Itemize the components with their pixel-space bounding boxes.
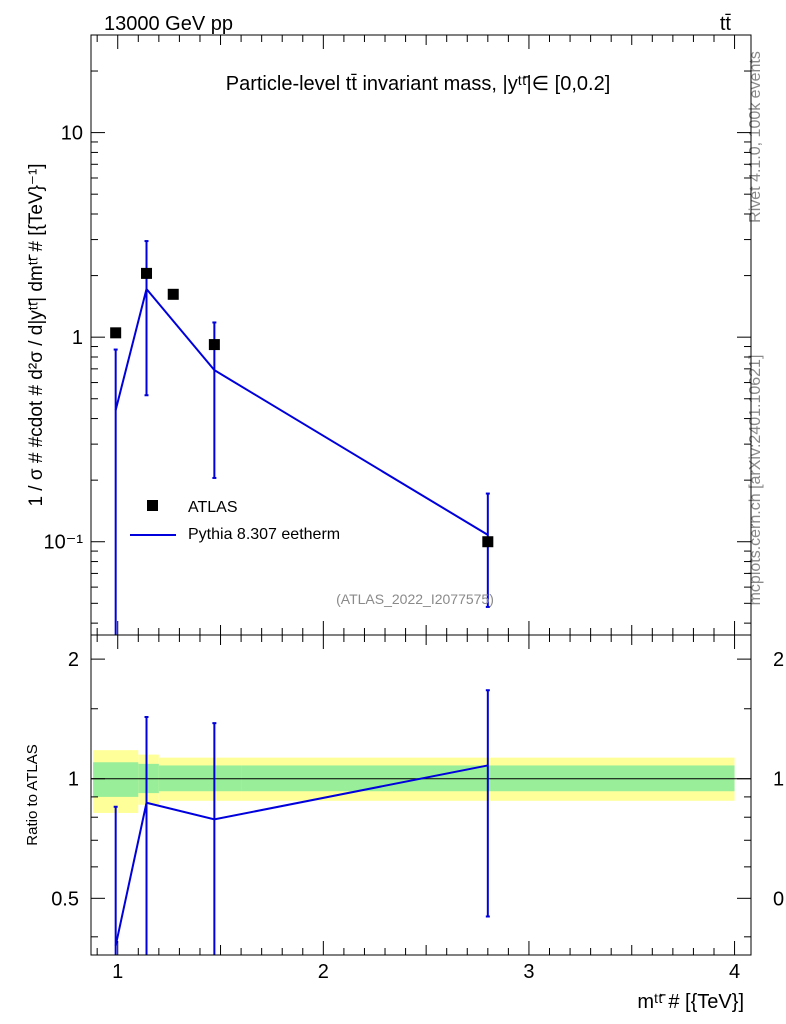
x-tick-label: 1 (112, 961, 123, 983)
atlas-data-point (110, 327, 122, 339)
legend-pythia-label: Pythia 8.307 eetherm (188, 526, 340, 543)
legend: ATLAS Pythia 8.307 eetherm (130, 499, 340, 543)
main-y-axis-label: 1 / σ # #cdot # d²σ / d|yᵗᵗ̄| dmᵗᵗ̄ # [{… (26, 163, 47, 506)
ratio-pythia-line (114, 764, 489, 946)
x-axis-label: mᵗᵗ̄ # [{TeV}] (637, 991, 744, 1013)
process-label: tt̄ (720, 13, 732, 35)
x-tick-label: 2 (318, 961, 329, 983)
main-axis-ticks: 10 1 10⁻¹ (44, 34, 751, 635)
ratio-y-tick-label-left: 2 (68, 649, 79, 671)
x-tick-label: 3 (523, 961, 534, 983)
ratio-y-tick-label-left: 1 (68, 769, 79, 791)
main-pythia-line (114, 286, 489, 536)
y-tick-label: 10 (61, 123, 83, 145)
ratio-y-tick-label-right: 1 (773, 769, 784, 791)
x-tick-label: 4 (729, 961, 740, 983)
ratio-y-tick-label-right: 0.5 (773, 888, 786, 910)
atlas-data-point (141, 267, 153, 279)
legend-atlas-marker (147, 500, 158, 511)
ratio-frame (90, 634, 752, 956)
rivet-label: Rivet 4.1.0, 100k events (747, 51, 764, 223)
ratio-y-tick-label-right: 2 (773, 649, 784, 671)
main-plot-area (110, 240, 494, 635)
stat-uncertainty-band (93, 762, 139, 797)
atlas-data-point (208, 339, 220, 351)
atlas-data-point (482, 536, 494, 548)
y-tick-label: 10⁻¹ (44, 532, 84, 554)
main-title: Particle-level tt̄ invariant mass, |yᵗᵗ̄… (226, 73, 611, 95)
main-panel: 10 1 10⁻¹ Particle-level tt̄ invariant mas… (26, 34, 752, 636)
analysis-watermark: (ATLAS_2022_I2077575) (336, 591, 494, 607)
ratio-axis-ticks: 1 2 3 4 2 2 1 1 0.5 0.5 (51, 635, 786, 983)
atlas-data-point (167, 288, 179, 300)
ratio-y-axis-label: Ratio to ATLAS (24, 744, 41, 845)
ratio-plot-area (91, 689, 751, 955)
energy-label: 13000 GeV pp (104, 13, 233, 35)
main-frame (90, 34, 752, 636)
ratio-panel: 1 2 3 4 2 2 1 1 0.5 0.5 Ratio to ATLAS mᵗᵗ̄ # [{T… (24, 634, 786, 1013)
y-tick-label: 1 (72, 327, 83, 349)
legend-atlas-label: ATLAS (188, 499, 238, 516)
ratio-y-tick-label-left: 0.5 (51, 888, 79, 910)
